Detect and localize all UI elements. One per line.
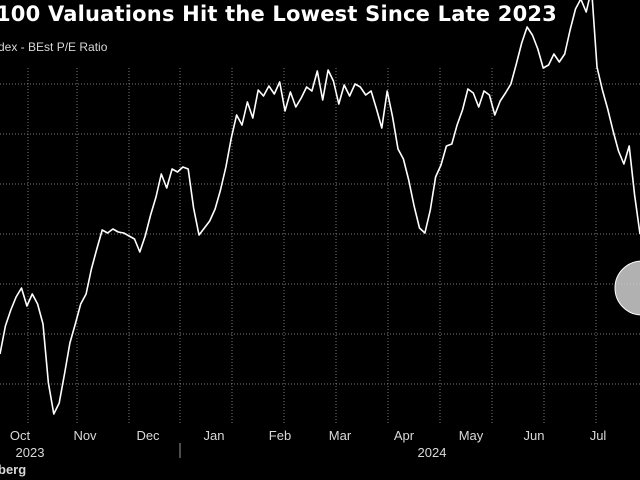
chart-title: 100 Valuations Hit the Lowest Since Late… (0, 2, 557, 26)
series-group (0, 0, 640, 415)
x-year-label: 2024 (418, 445, 447, 460)
x-year-label: 2023 (16, 445, 45, 460)
x-tick-label: Apr (394, 428, 415, 443)
x-tick-label: Mar (329, 428, 352, 443)
x-tick-label: Feb (269, 428, 291, 443)
x-tick-label: Oct (10, 428, 31, 443)
x-tick-label: Dec (136, 428, 160, 443)
x-tick-label: Jan (204, 428, 225, 443)
latest-value-marker (614, 260, 640, 316)
chart-subtitle: dex - BEst P/E Ratio (0, 40, 108, 54)
x-tick-label: Jun (524, 428, 545, 443)
x-tick-label: Jul (590, 428, 607, 443)
x-tick-label: May (459, 428, 484, 443)
latest-value-marker-group (614, 260, 640, 316)
x-axis-month-labels: Oct Nov Dec Jan Feb Mar Apr May Jun Jul (10, 428, 607, 443)
x-axis-year-labels: 2023 2024 (16, 445, 447, 460)
x-tick-label: Nov (73, 428, 97, 443)
vertical-gridlines (27, 68, 597, 425)
series-line (0, 0, 640, 415)
source-label: berg (0, 462, 27, 477)
